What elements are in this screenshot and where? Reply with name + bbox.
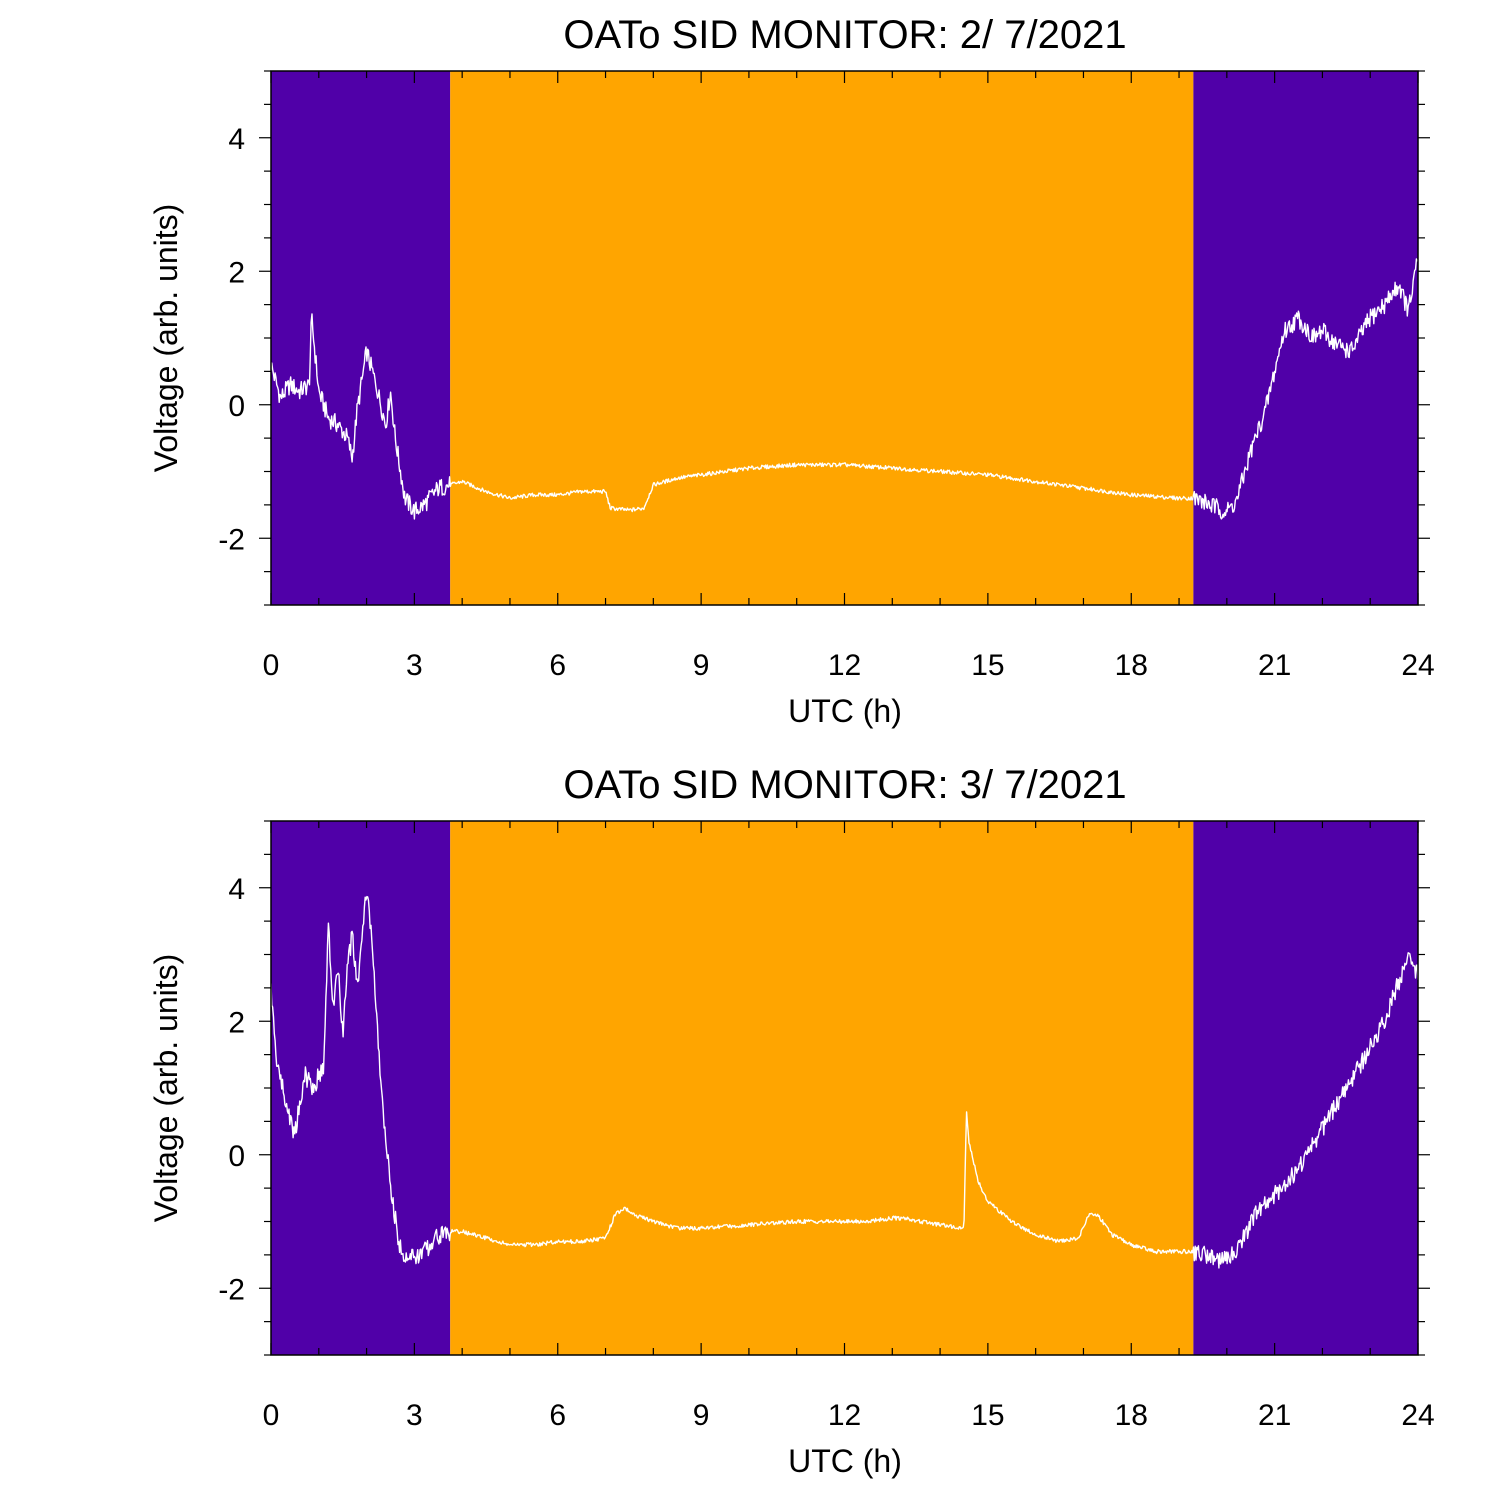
band-night-2 (1193, 821, 1418, 1355)
chart-panel-day2: OATo SID MONITOR: 3/ 7/2021 UTC (h) Volt… (148, 763, 1435, 1479)
x-tick-label: 0 (263, 649, 280, 682)
x-tick-label: 12 (828, 1399, 861, 1432)
y-tick-label: 0 (228, 390, 245, 423)
x-tick-label: 15 (971, 1399, 1004, 1432)
x-tick-label: 21 (1258, 1399, 1291, 1432)
y-axis-label: Voltage (arb. units) (148, 954, 184, 1223)
band-night-2 (1193, 71, 1418, 605)
y-tick-label: 2 (228, 1006, 245, 1039)
y-tick-label: -2 (218, 523, 245, 556)
x-tick-label: 3 (406, 1399, 423, 1432)
y-tick-label: -2 (218, 1273, 245, 1306)
x-tick-label: 9 (693, 1399, 710, 1432)
x-tick-label: 15 (971, 649, 1004, 682)
x-axis-label: UTC (h) (788, 1443, 902, 1479)
band-day-1 (450, 71, 1194, 605)
x-tick-label: 0 (263, 1399, 280, 1432)
x-tick-label: 24 (1401, 1399, 1434, 1432)
x-axis-label: UTC (h) (788, 693, 902, 729)
chart-title: OATo SID MONITOR: 2/ 7/2021 (563, 13, 1126, 57)
chart-panel-day1: OATo SID MONITOR: 2/ 7/2021 UTC (h) Volt… (148, 13, 1435, 729)
chart-title: OATo SID MONITOR: 3/ 7/2021 (563, 763, 1126, 807)
x-tick-label: 18 (1115, 649, 1148, 682)
band-night-0 (271, 71, 451, 605)
y-tick-label: 4 (228, 873, 245, 906)
x-tick-label: 18 (1115, 1399, 1148, 1432)
x-tick-label: 21 (1258, 649, 1291, 682)
y-tick-label: 2 (228, 256, 245, 289)
signal-line-0 (270, 258, 1418, 520)
x-tick-label: 9 (693, 649, 710, 682)
x-tick-label: 3 (406, 649, 423, 682)
y-tick-label: 0 (228, 1140, 245, 1173)
x-tick-label: 24 (1401, 649, 1434, 682)
band-day-1 (450, 821, 1194, 1355)
x-tick-label: 12 (828, 649, 861, 682)
band-night-0 (271, 821, 451, 1355)
y-tick-label: 4 (228, 123, 245, 156)
signal-line-0 (270, 895, 1419, 1269)
x-tick-label: 6 (549, 1399, 566, 1432)
y-axis-label: Voltage (arb. units) (148, 204, 184, 473)
x-tick-label: 6 (549, 649, 566, 682)
